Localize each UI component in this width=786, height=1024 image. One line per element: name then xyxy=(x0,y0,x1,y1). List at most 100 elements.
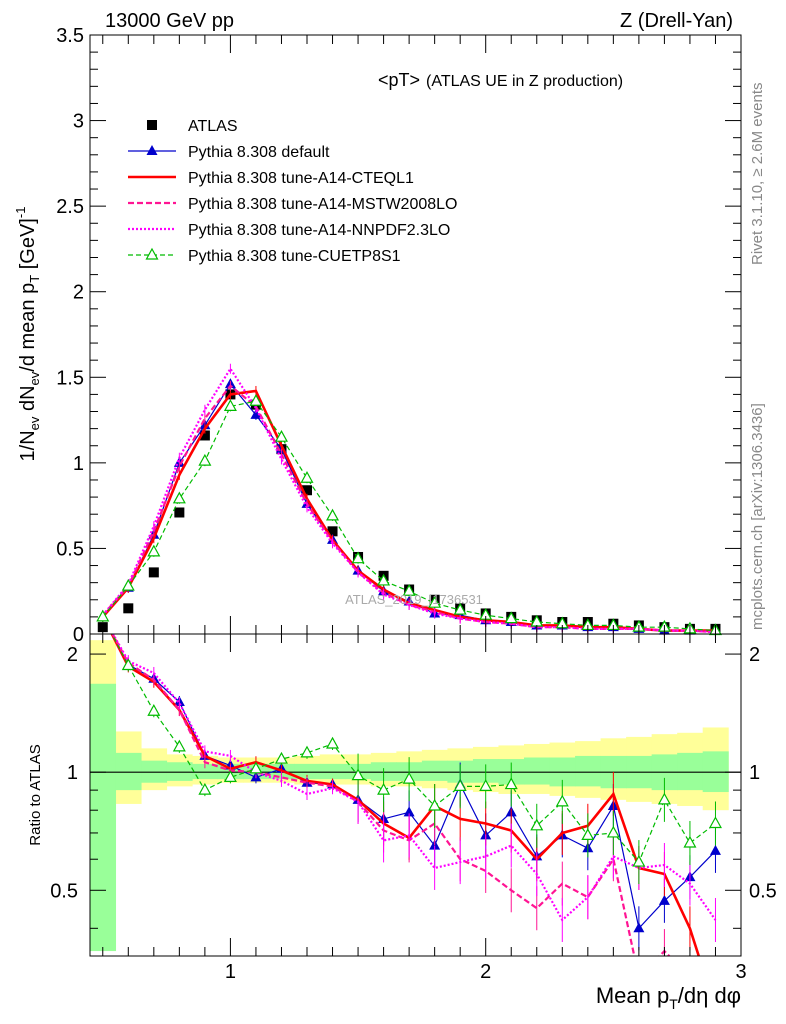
ratio-point xyxy=(479,779,493,791)
ratio-point xyxy=(274,751,288,764)
ratio-axes: 0.5 0.5 1 1 2 2 1 2 3 xyxy=(50,634,777,983)
ratio-point xyxy=(402,771,416,784)
ratio-point xyxy=(223,770,237,782)
ratio-y-tick-label: 0.5 xyxy=(50,880,78,902)
ratio-point xyxy=(657,792,671,805)
stat-band xyxy=(115,752,142,791)
ratio-point xyxy=(606,825,620,838)
data-point xyxy=(327,526,338,537)
legend-entry-pythia-8-308-tune-a14-cteql1: Pythia 8.308 tune-A14-CTEQL1 xyxy=(128,170,414,187)
data-point xyxy=(351,551,365,564)
legend-marker xyxy=(147,120,157,130)
ratio-point xyxy=(326,736,340,749)
legend-entry-pythia-8-308-tune-a14-nnpdf2-3lo: Pythia 8.308 tune-A14-NNPDF2.3LO xyxy=(128,222,450,239)
ratio-point xyxy=(147,703,161,716)
data-point xyxy=(174,507,185,518)
main-axes: 0 0.5 1 1.5 2 2.5 3 3.5 xyxy=(56,25,741,646)
stat-band xyxy=(575,755,602,787)
y-tick-label: 2.5 xyxy=(56,196,84,218)
ratio-point xyxy=(198,782,212,795)
ratio-y-tick-label-right: 1 xyxy=(749,762,760,784)
ratio-point xyxy=(121,658,135,671)
data-point xyxy=(302,485,312,496)
y-tick-label: 1 xyxy=(73,453,84,475)
data-point xyxy=(453,602,467,615)
ratio-point xyxy=(428,798,442,811)
ratio-plot-area xyxy=(90,634,741,956)
stat-band xyxy=(294,763,321,780)
data-point xyxy=(428,595,442,608)
legend-label: ATLAS xyxy=(188,118,238,135)
plot-subtitle: (ATLAS UE in Z production) xyxy=(426,73,623,90)
rivet-label: Rivet 3.1.10, ≥ 2.6M events xyxy=(749,83,766,266)
y-tick-label: 0 xyxy=(73,624,84,646)
legend-label: Pythia 8.308 tune-A14-MSTW2008LO xyxy=(188,196,457,213)
data-point xyxy=(172,491,186,504)
data-point xyxy=(147,544,161,557)
ratio-panel: 0.5 0.5 1 1 2 2 1 2 3 Ratio to ATLAS Mean pT/dη … xyxy=(27,633,777,1012)
analysis-watermark: ATLAS_2019_I1736531 xyxy=(345,592,483,607)
ratio-point xyxy=(708,816,722,829)
y-tick-label: 0.5 xyxy=(56,538,84,560)
ratio-y-tick-label: 2 xyxy=(67,644,78,666)
data-point xyxy=(504,611,518,624)
legend-label: Pythia 8.308 default xyxy=(188,144,330,161)
ratio-point xyxy=(403,806,415,817)
ratio-point xyxy=(453,779,467,791)
data-point xyxy=(198,453,212,466)
data-point xyxy=(326,508,340,521)
data-point xyxy=(377,573,391,586)
x-tick-label: 1 xyxy=(225,961,236,983)
data-point xyxy=(249,394,263,406)
ratio-ylabel: Ratio to ATLAS xyxy=(27,744,44,845)
ratio-point xyxy=(581,828,595,841)
data-point xyxy=(402,583,416,596)
header-left: 13000 GeV pp xyxy=(105,10,234,32)
y-tick-label: 1.5 xyxy=(56,367,84,389)
plot-title: <pT> xyxy=(378,70,420,90)
ratio-point xyxy=(658,894,670,905)
data-point xyxy=(123,603,134,614)
data-point xyxy=(148,567,159,578)
ratio-point xyxy=(504,777,518,790)
stat-band xyxy=(192,763,219,780)
stat-band xyxy=(90,683,117,952)
ratio-y-tick-label: 1 xyxy=(67,762,78,784)
ratio-series-pythia-8-308-tune-cuetp8s1 xyxy=(111,634,722,885)
y-tick-label: 3.5 xyxy=(56,25,84,47)
y-tick-label: 3 xyxy=(73,111,84,133)
ratio-point xyxy=(632,854,646,867)
legend-entry-pythia-8-308-default: Pythia 8.308 default xyxy=(128,144,330,161)
x-tick-label: 3 xyxy=(735,961,746,983)
header-right: Z (Drell-Yan) xyxy=(620,10,733,32)
ratio-point xyxy=(300,745,314,758)
legend-entry-atlas: ATLAS xyxy=(147,118,238,135)
ratio-point xyxy=(633,922,645,933)
legend: ATLAS Pythia 8.308 default Pythia 8.308 tu… xyxy=(128,118,457,265)
x-axis-label: Mean pT/dη dφ xyxy=(596,983,741,1012)
ratio-y-tick-label-right: 0.5 xyxy=(749,880,777,902)
data-point xyxy=(300,471,314,483)
data-point xyxy=(121,578,135,591)
data-point xyxy=(250,408,262,419)
y-tick-label: 2 xyxy=(73,282,84,304)
ratio-point xyxy=(530,818,544,831)
ratio-point xyxy=(172,739,186,752)
legend-entry-pythia-8-308-tune-cuetp8s1: Pythia 8.308 tune-CUETP8S1 xyxy=(128,247,401,265)
x-tick-label: 2 xyxy=(480,961,491,983)
ratio-point xyxy=(249,761,263,774)
ratio-point xyxy=(377,782,391,795)
main-ylabel: 1/Nev dNev/d mean pT [GeV]-1 xyxy=(13,207,42,462)
ratio-series-group xyxy=(110,634,722,956)
legend-label: Pythia 8.308 tune-A14-NNPDF2.3LO xyxy=(188,222,450,239)
ratio-point xyxy=(683,835,697,848)
mcplots-label: mcplots.cern.ch [arXiv:1306.3436] xyxy=(749,403,766,630)
legend-marker xyxy=(146,145,158,155)
ratio-point xyxy=(709,844,721,855)
stat-band xyxy=(421,760,448,781)
data-point xyxy=(96,609,110,622)
data-point xyxy=(199,430,210,441)
ratio-y-tick-label-right: 2 xyxy=(749,644,760,666)
stat-band xyxy=(677,752,704,791)
